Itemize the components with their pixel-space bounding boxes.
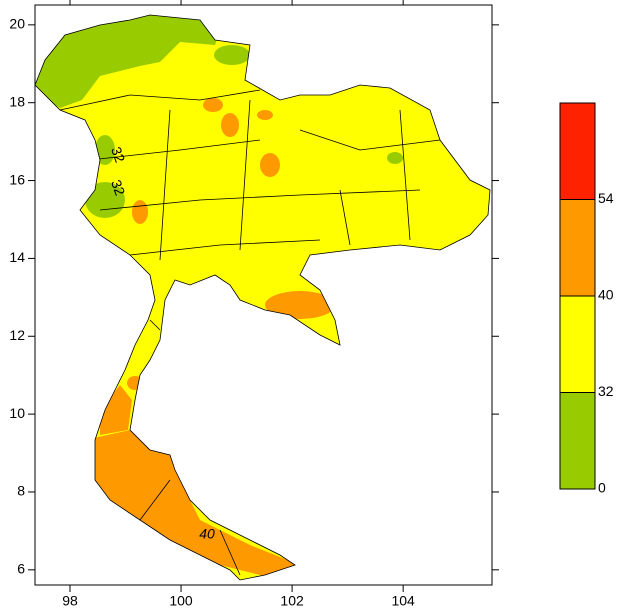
province-borders (59, 89, 441, 576)
y-tick-label: 16 (9, 171, 25, 187)
colorbar-box (559, 102, 596, 200)
map-frame (34, 4, 493, 586)
region-orange (85, 430, 300, 580)
colorbar-box (559, 199, 596, 297)
y-tick-label: 6 (17, 561, 25, 577)
region-orange (265, 291, 335, 319)
region-orange (203, 98, 223, 112)
y-tick-label: 12 (9, 327, 25, 343)
region-orange (221, 113, 239, 137)
x-tick-label: 104 (391, 593, 415, 609)
region-green (214, 45, 250, 65)
contour-label: 32 (108, 145, 128, 165)
colorbar-label: 40 (598, 287, 614, 303)
y-tick-label: 18 (9, 93, 25, 109)
x-tick-label: 102 (280, 593, 304, 609)
region-yellow (35, 15, 490, 580)
y-tick-label: 20 (9, 16, 25, 32)
y-tick-label: 14 (9, 249, 25, 265)
colorbar-box (559, 295, 596, 393)
colorbar-label: 0 (598, 480, 606, 496)
region-orange (127, 376, 143, 390)
y-tick-label: 8 (17, 483, 25, 499)
x-tick-label: 98 (62, 593, 78, 609)
region-orange (257, 110, 273, 120)
region-orange (100, 385, 132, 435)
region-green (387, 152, 403, 164)
region-orange (260, 153, 280, 177)
region-green (85, 182, 125, 218)
x-tick-label: 100 (169, 593, 193, 609)
map-regions (35, 15, 490, 580)
region-orange (132, 200, 148, 224)
colorbar-label: 32 (598, 383, 614, 399)
y-tick-label: 10 (9, 405, 25, 421)
contour-label: 40 (199, 526, 215, 542)
contour-label: 32 (108, 178, 128, 198)
colorbar-label: 54 (598, 190, 614, 206)
colorbar-box (559, 392, 596, 490)
